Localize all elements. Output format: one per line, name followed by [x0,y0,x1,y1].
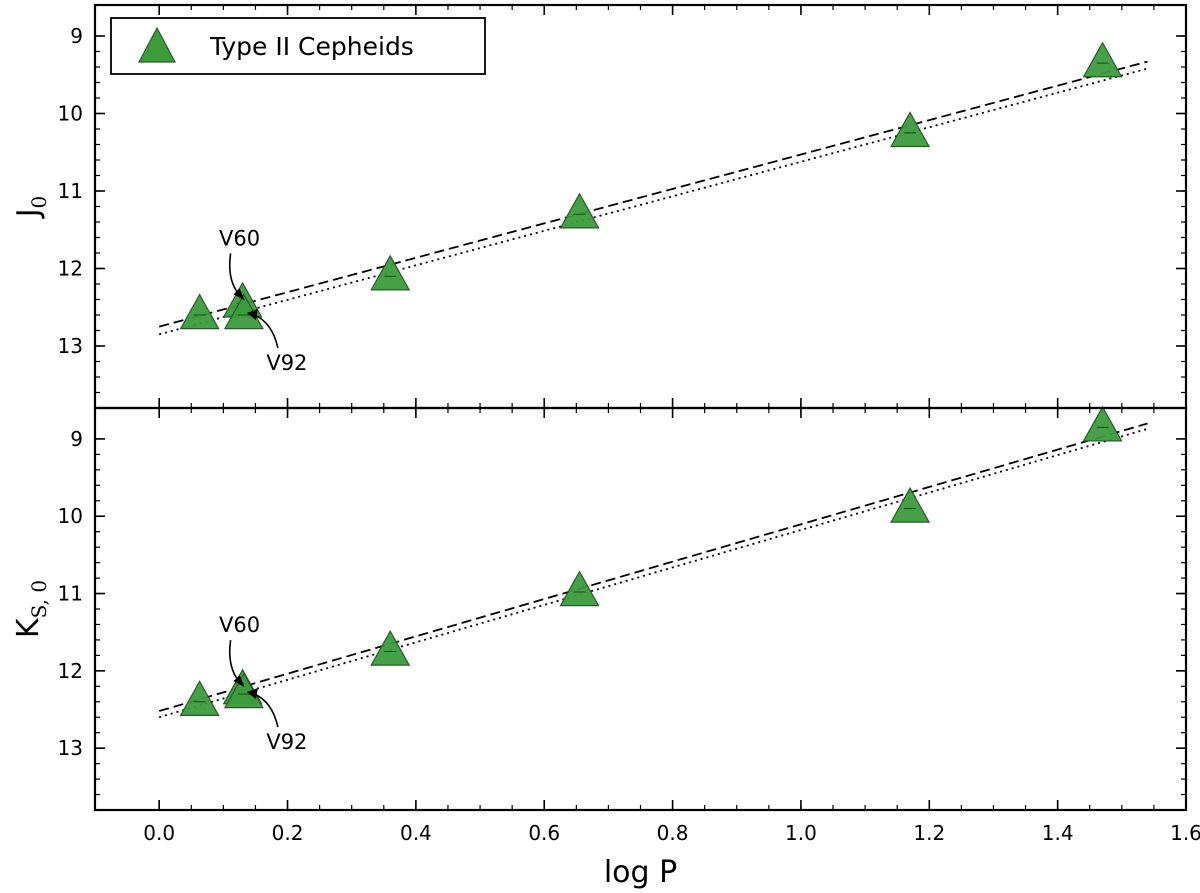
x-tick-label: 0.6 [528,821,560,845]
annotation-label-v60: V60 [219,613,260,637]
x-tick-label: 1.2 [913,821,945,845]
y-tick-label: 10 [58,504,83,528]
y-tick-label: 9 [70,427,83,451]
y-tick-label: 9 [70,24,83,48]
y-tick-label: 10 [58,102,83,126]
top-panel: 9 10 11 12 13 V60 V92 J0 Type II Cepheids [11,3,1188,410]
annotation-arrowhead-v92 [246,309,258,320]
annotation-label-v92: V92 [266,351,307,375]
y-tick-label: 11 [58,582,83,606]
legend: Type II Cepheids [110,17,486,75]
legend-marker-triangle [138,26,176,63]
x-tick-label: 0.8 [657,821,689,845]
dotted-fit-line [158,428,1148,719]
y-tick-label: 11 [58,179,83,203]
data-point-triangle [370,629,411,666]
x-tick-label: 0.2 [272,821,304,845]
x-axis-title: log P [604,855,677,890]
dotted-fit-line [158,67,1148,336]
annotation-arrowhead-v92 [246,688,258,700]
annotation-arrowhead-v60 [233,675,245,688]
y-axis-title: KS, 0 [11,580,51,638]
data-point-triangle [890,486,931,523]
annotation-label-v92: V92 [266,730,307,754]
data-point-triangle [1082,41,1123,78]
y-axis-title-subscript: 0 [27,196,51,209]
y-axis-title-main: J [11,208,46,219]
y-tick-label: 12 [58,659,83,683]
y-axis-title-subscript: S, 0 [27,580,51,618]
data-point-triangle [179,293,220,330]
data-point-triangle [179,680,220,716]
data-point-triangle [890,111,931,148]
legend-frame [110,17,486,75]
axes-frame [93,406,1188,812]
bottom-panel: 9 10 11 12 13 V60 V92 KS, 0 0.0 0.2 0.4 0.6 0.8 1.0 1.… [11,405,1200,890]
x-tick-label: 1.0 [785,821,817,845]
legend-label: Type II Cepheids [209,32,414,61]
data-point-triangle [1082,405,1123,442]
data-point-triangle [559,570,600,607]
annotation-arrowhead-v60 [233,288,245,301]
data-point-triangle [559,192,600,229]
x-tick-label: 1.6 [1170,821,1200,845]
y-axis-title-main: K [11,617,46,638]
x-tick-label: 0.0 [143,821,175,845]
data-point-triangle [370,254,411,291]
x-tick-label: 0.4 [400,821,432,845]
y-tick-label: 13 [58,736,83,760]
x-tick-label: 1.4 [1042,821,1074,845]
y-tick-label: 12 [58,257,83,281]
y-tick-label: 13 [58,334,83,358]
dashed-fit-line [158,60,1148,328]
dashed-fit-line [158,422,1148,712]
y-axis-title: J0 [11,196,51,220]
annotation-label-v60: V60 [219,226,260,250]
